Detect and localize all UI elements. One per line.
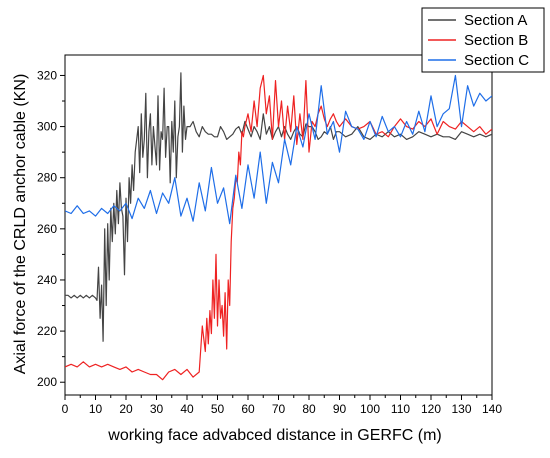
axis-layer: 0 10 20 30 40 50 60 70 80 90 100 110 120 130 140 200 220… [37,68,502,416]
legend: Section A Section B Section C [421,7,545,73]
legend-label: Section C [464,52,529,69]
series-line-section-b [65,74,492,381]
x-tick-label: 40 [180,402,194,416]
y-tick-label: 220 [37,324,57,338]
x-tick-label: 100 [360,402,380,416]
y-tick-label: 200 [37,375,57,389]
y-tick-label: 280 [37,171,57,185]
x-tick-label: 130 [451,402,471,416]
x-tick-label: 90 [333,402,347,416]
y-tick-label: 320 [37,68,57,82]
x-tick-label: 20 [119,402,133,416]
series-layer [65,72,492,381]
y-tick-label: 260 [37,222,57,236]
x-tick-label: 70 [272,402,286,416]
x-tick-label: 80 [302,402,316,416]
x-tick-label: 140 [482,402,502,416]
y-tick-label: 300 [37,120,57,134]
x-tick-label: 110 [391,402,410,416]
series-line-section-a [65,72,492,342]
x-tick-label: 60 [241,402,255,416]
x-tick-label: 10 [89,402,103,416]
x-tick-label: 50 [211,402,225,416]
x-axis-title: working face advabced distance in GERFC … [107,427,441,444]
legend-label: Section A [464,12,527,29]
legend-label: Section B [464,32,528,49]
y-tick-label: 240 [37,273,57,287]
x-tick-label: 0 [62,402,69,416]
x-tick-label: 120 [421,402,441,416]
x-tick-label: 30 [150,402,164,416]
series-line-section-c [65,74,492,225]
y-axis-title: Axial force of the CRLD anchor cable (KN… [12,74,29,375]
